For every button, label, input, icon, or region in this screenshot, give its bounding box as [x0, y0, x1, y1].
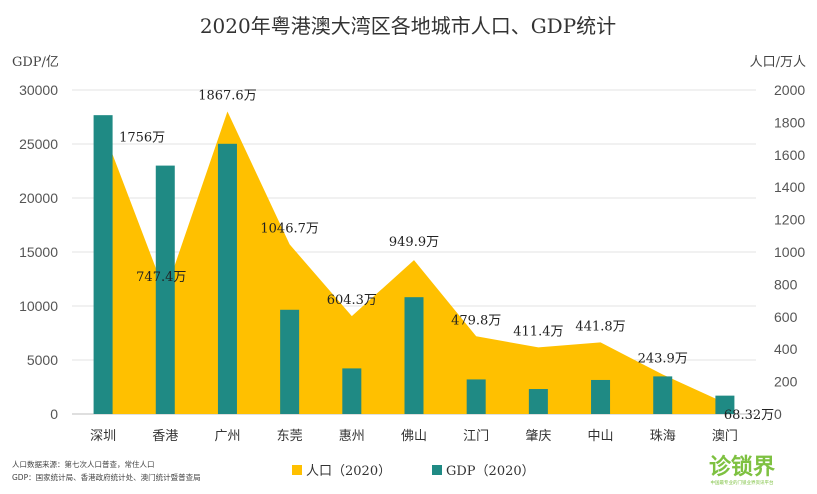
- left-tick-label: 25000: [19, 136, 58, 152]
- right-tick-label: 1600: [774, 147, 805, 163]
- population-data-label: 441.8万: [575, 319, 625, 334]
- gdp-bar: [653, 376, 673, 414]
- category-axis-labels: 深圳 香港 广州 东莞 惠州 佛山 江门 肇庆 中山 珠海 澳门: [90, 428, 738, 444]
- right-tick-label: 1800: [774, 114, 805, 130]
- right-tick-label: 0: [774, 406, 782, 422]
- category-label: 香港: [152, 429, 178, 444]
- legend: 人口（2020） GDP（2020）: [292, 464, 535, 479]
- source-note-population: 人口数据来源：第七次人口普查，常住人口: [12, 459, 155, 469]
- left-axis-unit: GDP/亿: [12, 55, 59, 70]
- right-tick-label: 600: [774, 309, 798, 325]
- right-tick-label: 2000: [774, 82, 805, 98]
- left-tick-label: 10000: [19, 298, 58, 314]
- category-label: 中山: [588, 429, 614, 444]
- left-tick-label: 30000: [19, 82, 58, 98]
- gdp-bar: [404, 297, 424, 414]
- gdp-bar: [466, 379, 486, 414]
- legend-label-gdp: GDP（2020）: [446, 464, 535, 479]
- gdp-bar: [342, 368, 362, 414]
- category-label: 佛山: [401, 429, 427, 444]
- gdp-bar: [155, 165, 175, 414]
- gdp-bar: [528, 389, 548, 414]
- right-tick-label: 400: [774, 341, 798, 357]
- category-label: 广州: [214, 429, 240, 444]
- right-tick-label: 800: [774, 276, 798, 292]
- population-data-label: 411.4万: [513, 324, 563, 339]
- population-data-label: 1867.6万: [198, 88, 257, 103]
- right-tick-label: 1000: [774, 244, 805, 260]
- population-area: [103, 111, 725, 415]
- gdp-bar: [217, 143, 237, 414]
- legend-label-population: 人口（2020）: [306, 464, 391, 479]
- left-tick-label: 5000: [27, 352, 58, 368]
- population-data-label: 604.3万: [327, 293, 377, 308]
- population-data-labels: 1756万 747.4万 1867.6万 1046.7万 604.3万 949.9万 479…: [119, 88, 774, 422]
- source-note-gdp: GDP：国家统计局、香港政府统计处、澳门统计暨普查局: [12, 472, 201, 482]
- population-data-label: 949.9万: [389, 235, 439, 250]
- source-notes: 人口数据来源：第七次人口普查，常住人口 GDP：国家统计局、香港政府统计处、澳门…: [12, 459, 201, 482]
- population-data-label: 479.8万: [451, 313, 501, 328]
- category-label: 肇庆: [525, 429, 551, 444]
- category-label: 惠州: [339, 429, 365, 444]
- category-label: 珠海: [650, 429, 676, 444]
- population-data-label: 68.32万: [724, 408, 774, 423]
- gdp-bar-series: [93, 115, 735, 414]
- logo-subtitle: 中国最专业的门锁业界资讯平台: [711, 479, 774, 486]
- right-tick-label: 1200: [774, 212, 805, 228]
- population-data-label: 1756万: [119, 131, 165, 146]
- category-label: 江门: [463, 429, 489, 444]
- gdp-bar: [591, 379, 611, 414]
- category-label: 东莞: [277, 429, 303, 444]
- logo-text: 诊锁界: [709, 454, 775, 480]
- category-label: 深圳: [90, 429, 116, 444]
- left-tick-label: 15000: [19, 244, 58, 260]
- right-axis-ticks: 0 200 400 600 800 1000 1200 1400 1600 1800 2000: [774, 82, 805, 422]
- gdp-bar: [93, 115, 113, 414]
- population-area-series: [103, 111, 725, 415]
- category-label: 澳门: [712, 428, 738, 444]
- chart-title: 2020年粤港澳大湾区各地城市人口、GDP统计: [200, 14, 616, 38]
- gdp-bar: [280, 309, 300, 414]
- gdp-bar: [715, 395, 735, 414]
- right-tick-label: 200: [774, 374, 798, 390]
- left-tick-label: 0: [50, 406, 58, 422]
- population-data-label: 1046.7万: [260, 221, 319, 236]
- logo: 诊锁界 中国最专业的门锁业界资讯平台: [709, 454, 775, 486]
- right-tick-label: 1400: [774, 179, 805, 195]
- population-data-label: 243.9万: [638, 351, 688, 366]
- left-tick-label: 20000: [19, 190, 58, 206]
- population-data-label: 747.4万: [136, 270, 186, 285]
- legend-swatch-population: [292, 465, 302, 475]
- right-axis-unit: 人口/万人: [750, 55, 806, 70]
- left-axis-ticks: 0 5000 10000 15000 20000 25000 30000: [19, 82, 58, 422]
- legend-swatch-gdp: [432, 465, 442, 475]
